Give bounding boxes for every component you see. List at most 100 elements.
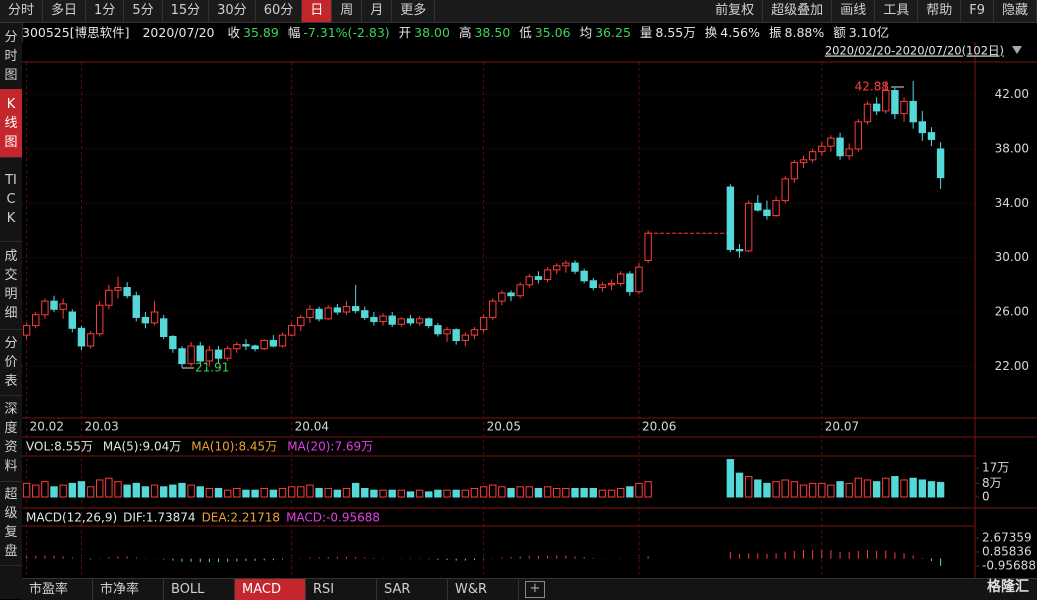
toolbar-tab[interactable]: 多日: [43, 0, 87, 22]
toolbar-tab[interactable]: 15分: [163, 0, 210, 22]
toolbar-tab[interactable]: 5分: [124, 0, 163, 22]
quote-field-label: 量: [639, 25, 653, 40]
candle-body: [297, 316, 305, 327]
x-tick-label: 20.04: [295, 420, 329, 434]
candle-body: [205, 349, 214, 362]
sidebar-tab[interactable]: TICK: [0, 157, 22, 242]
volume-bar: [553, 487, 561, 498]
candle-body: [635, 266, 643, 293]
volume-bar: [580, 487, 588, 498]
volume-bar: [196, 486, 204, 498]
volume-bar: [882, 477, 890, 498]
volume-bar: [498, 486, 506, 498]
candle-body: [342, 306, 351, 313]
y-tick-label: 2.67359: [982, 531, 1032, 545]
x-tick-label: 20.05: [487, 420, 521, 434]
indicator-tab[interactable]: 市净率: [93, 579, 164, 600]
candle-body: [900, 100, 908, 115]
indicator-tab[interactable]: 市盈率: [22, 579, 93, 600]
candle-body: [863, 103, 872, 123]
candle-body: [68, 311, 76, 329]
candle-body: [105, 289, 113, 306]
candle-body: [361, 310, 369, 318]
legend-text: MACD(12,26,9): [26, 511, 117, 525]
toolbar-tab[interactable]: 画线: [832, 0, 876, 22]
volume-bar: [543, 486, 552, 498]
candle-body: [598, 284, 607, 289]
sidebar-tab[interactable]: 分价表: [0, 329, 22, 396]
volume-bar: [214, 487, 223, 498]
toolbar-tab[interactable]: 工具: [875, 0, 919, 22]
x-tick-label: 20.03: [84, 420, 118, 434]
quote-field-value: 8.55万: [655, 25, 696, 40]
indicator-tab[interactable]: MACD: [235, 579, 306, 600]
volume-bar: [763, 482, 771, 498]
add-tab-button[interactable]: +: [525, 581, 545, 598]
toolbar-tab[interactable]: 帮助: [918, 0, 962, 22]
toolbar-tab[interactable]: F9: [961, 0, 994, 22]
candle-body: [909, 100, 917, 123]
toolbar-tab[interactable]: 月: [362, 0, 393, 22]
candle-body: [580, 270, 588, 282]
volume-bar: [351, 482, 360, 498]
volume-bar: [772, 481, 780, 498]
dropdown-icon[interactable]: [1012, 46, 1022, 54]
toolbar-tab[interactable]: 隐藏: [994, 0, 1037, 22]
candle-body: [744, 202, 753, 252]
toolbar-tab[interactable]: 30分: [209, 0, 256, 22]
toolbar-tab[interactable]: 超级叠加: [763, 0, 833, 22]
toolbar-tab[interactable]: 前复权: [707, 0, 764, 22]
candle-body: [22, 325, 31, 336]
volume-bar: [854, 477, 863, 498]
candle-body: [223, 348, 232, 359]
candle-body: [251, 345, 259, 350]
volume-bar: [77, 481, 86, 498]
toolbar-tab[interactable]: 分时: [0, 0, 44, 22]
candle-body: [489, 300, 497, 318]
volume-bar: [41, 481, 49, 498]
high-label: 42.88: [855, 80, 889, 94]
candle-body: [59, 303, 67, 310]
sidebar-label: TICK: [5, 172, 17, 226]
toolbar-tab[interactable]: 60分: [256, 0, 303, 22]
indicator-tabs: 市盈率 市净率 BOLL MACD RSI SAR W&R +: [22, 578, 1037, 600]
volume-bar: [223, 489, 232, 498]
candle-body: [498, 292, 506, 302]
quote-field-label: 高: [458, 25, 472, 40]
sidebar-tab[interactable]: 成交明细: [0, 241, 22, 330]
volume-bar: [525, 486, 534, 498]
volume-bar: [150, 484, 159, 498]
volume-bar: [132, 482, 140, 498]
sidebar-tab[interactable]: 分时图: [0, 23, 22, 90]
volume-bar: [160, 486, 168, 498]
candle-body: [735, 249, 744, 252]
quote-field-label: 开: [398, 25, 412, 40]
volume-bar: [735, 472, 744, 498]
volume-bar: [388, 489, 396, 498]
candle-body: [763, 209, 771, 217]
y-tick-label: 17万: [982, 461, 1009, 475]
toolbar-tab[interactable]: 日: [302, 0, 333, 22]
indicator-tab[interactable]: SAR: [377, 579, 448, 600]
indicator-tab[interactable]: W&R: [448, 579, 519, 600]
toolbar-tab[interactable]: 更多: [392, 0, 436, 22]
volume-bar: [123, 484, 131, 498]
candle-body: [397, 318, 406, 325]
volume-bar: [507, 487, 515, 498]
volume-bar: [754, 479, 762, 498]
volume-bar: [278, 487, 287, 498]
candle-body: [845, 148, 853, 157]
volume-bar: [726, 459, 735, 498]
sidebar-tab[interactable]: 深度资料: [0, 395, 22, 482]
tool-tabs: 前复权 超级叠加 画线 工具 帮助 F9 隐藏: [707, 0, 1037, 22]
sidebar-tab[interactable]: K线图: [0, 89, 22, 158]
sidebar-tab[interactable]: 超级复盘: [0, 481, 22, 566]
volume-bar: [626, 486, 634, 498]
indicator-tab[interactable]: BOLL: [164, 579, 235, 600]
toolbar-tab[interactable]: 1分: [86, 0, 125, 22]
candle-body: [415, 318, 424, 324]
toolbar-tab[interactable]: 周: [332, 0, 363, 22]
indicator-tab[interactable]: RSI: [306, 579, 377, 600]
period-tabs: 分时 多日 1分 5分 15分 30分 60分日周月更多: [0, 0, 436, 22]
candle-body: [434, 325, 442, 335]
